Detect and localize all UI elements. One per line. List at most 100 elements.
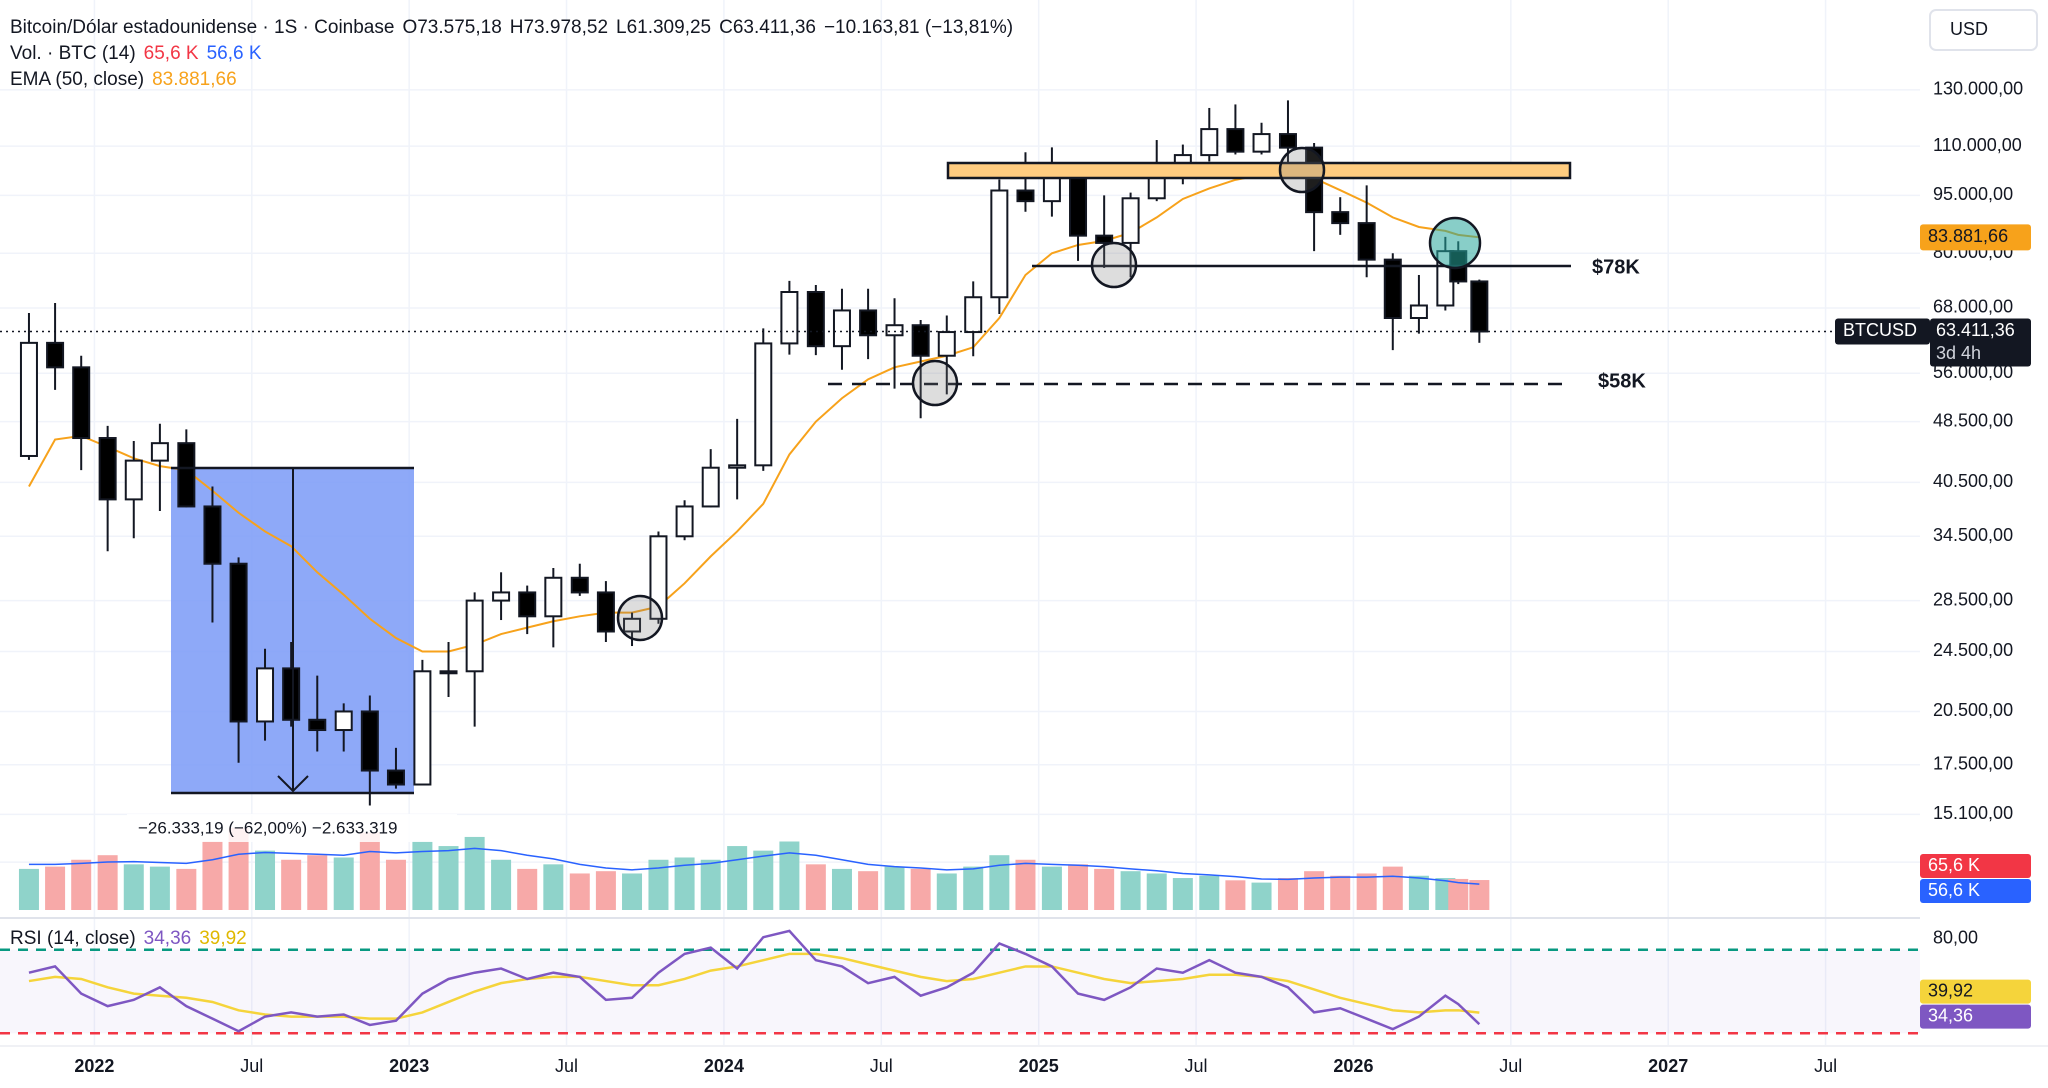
volume-bar bbox=[307, 855, 328, 910]
candle-body bbox=[386, 769, 405, 786]
resistance-zone bbox=[946, 161, 1572, 180]
volume-bar bbox=[831, 868, 852, 910]
volume-bar bbox=[1408, 875, 1429, 910]
volume-bar bbox=[71, 859, 92, 910]
ema-badge-label: 83.881,66 bbox=[1928, 226, 2008, 246]
volume-ma-badge-label: 56,6 K bbox=[1928, 880, 1980, 900]
candle-body bbox=[256, 667, 275, 723]
candle-body bbox=[990, 189, 1009, 299]
y-tick-label: 68.000,00 bbox=[1933, 297, 2013, 317]
ohlc-value: O73.575,18 bbox=[402, 17, 501, 38]
candle-body bbox=[885, 324, 904, 337]
circle-marker bbox=[1428, 216, 1482, 270]
rsi-line bbox=[28, 929, 1481, 1033]
x-tick-label: Jul bbox=[1814, 1056, 1837, 1076]
volume-bar bbox=[464, 836, 485, 910]
level-label: $58K bbox=[1598, 370, 1646, 392]
volume-bar bbox=[753, 850, 774, 910]
volume-bar bbox=[1094, 868, 1115, 910]
volume-bar bbox=[1356, 873, 1377, 910]
volume-bar bbox=[333, 857, 354, 910]
candle-body bbox=[492, 591, 511, 602]
volume-bar bbox=[385, 859, 406, 910]
candle-body bbox=[282, 667, 301, 721]
volume-bar bbox=[648, 859, 669, 910]
rsi-value: 34,36 bbox=[144, 928, 192, 949]
candle-body bbox=[780, 291, 799, 345]
y-tick-label: 28.500,00 bbox=[1933, 589, 2013, 609]
candle-body bbox=[1095, 234, 1114, 244]
volume-bar bbox=[674, 857, 695, 910]
candle-body bbox=[203, 505, 222, 565]
volume-bar bbox=[1277, 878, 1298, 910]
candle-body bbox=[859, 309, 878, 337]
volume-badge bbox=[1920, 854, 2031, 879]
x-tick-label: 2024 bbox=[704, 1056, 744, 1076]
measure-label-bg bbox=[127, 814, 457, 842]
rsi-badge bbox=[1920, 1004, 2031, 1029]
symbol-label: BTCUSD bbox=[1843, 320, 1917, 340]
volume-bar bbox=[727, 846, 748, 910]
volume-ma-value: 56,6 K bbox=[207, 43, 262, 64]
currency-box[interactable] bbox=[1929, 9, 2038, 51]
volume-bar bbox=[622, 873, 643, 910]
volume-bar bbox=[228, 827, 249, 910]
ohlc-value: C63.411,36 bbox=[719, 17, 816, 38]
candle-body bbox=[413, 670, 432, 786]
volume-bar bbox=[1199, 875, 1220, 910]
volume-bar bbox=[123, 864, 144, 910]
measure-arrowhead bbox=[277, 775, 309, 793]
x-tick-label: 2023 bbox=[389, 1056, 429, 1076]
rsi-name: RSI (14, close) bbox=[10, 928, 136, 949]
volume-bar bbox=[884, 866, 905, 910]
candle-body bbox=[937, 331, 956, 357]
currency[interactable]: USD bbox=[1950, 19, 1988, 39]
volume-bar bbox=[1469, 880, 1490, 910]
candle-body bbox=[518, 591, 537, 618]
candle-body bbox=[1200, 128, 1219, 157]
y-tick-label: 34.500,00 bbox=[1933, 525, 2013, 545]
volume-bar bbox=[779, 841, 800, 910]
volume-bar bbox=[805, 864, 826, 910]
volume-bar bbox=[936, 873, 957, 910]
volume-bar bbox=[359, 832, 380, 910]
y-tick-label: 56.000,00 bbox=[1933, 362, 2013, 382]
level-label: $78K bbox=[1592, 256, 1640, 278]
volume-bar bbox=[491, 859, 512, 910]
rsi-ma-badge bbox=[1920, 979, 2031, 1004]
candle-body bbox=[911, 324, 930, 357]
volume-bar bbox=[595, 871, 616, 910]
candle-body bbox=[72, 366, 91, 440]
volume-bar bbox=[1448, 878, 1469, 910]
x-tick-label: 2022 bbox=[74, 1056, 114, 1076]
volume-bar bbox=[1068, 864, 1089, 910]
volume-value: 65,6 K bbox=[144, 43, 199, 64]
candle-body bbox=[308, 718, 327, 732]
volume-bar bbox=[1225, 880, 1246, 910]
volume-bar bbox=[858, 871, 879, 910]
candle-body bbox=[964, 296, 983, 334]
candle-body bbox=[701, 466, 720, 508]
y-tick-label: 110.000,00 bbox=[1933, 135, 2022, 155]
x-tick-label: Jul bbox=[1499, 1056, 1522, 1076]
candle-body bbox=[1331, 211, 1350, 225]
candle-body bbox=[728, 464, 747, 469]
circle-marker bbox=[1278, 146, 1326, 194]
volume-bar bbox=[45, 866, 66, 910]
ohlc-value: L61.309,25 bbox=[616, 17, 711, 38]
candle-body bbox=[46, 341, 65, 369]
y-tick-label: 130.000,00 bbox=[1933, 79, 2023, 99]
change-value: −10.163,81 (−13,81%) bbox=[824, 17, 1013, 38]
x-tick-label: Jul bbox=[240, 1056, 263, 1076]
candle-body bbox=[98, 437, 117, 501]
rsi-ma-value: 39,92 bbox=[199, 928, 247, 949]
candle-body bbox=[1409, 304, 1428, 320]
volume-bar bbox=[438, 846, 459, 910]
circle-marker bbox=[616, 594, 664, 642]
price-badge bbox=[1930, 318, 2031, 367]
y-tick-label: 17.500,00 bbox=[1933, 753, 2013, 773]
x-tick-label: 2027 bbox=[1648, 1056, 1688, 1076]
volume-name: Vol. · BTC (14) bbox=[10, 43, 136, 64]
volume-bar bbox=[1382, 866, 1403, 910]
